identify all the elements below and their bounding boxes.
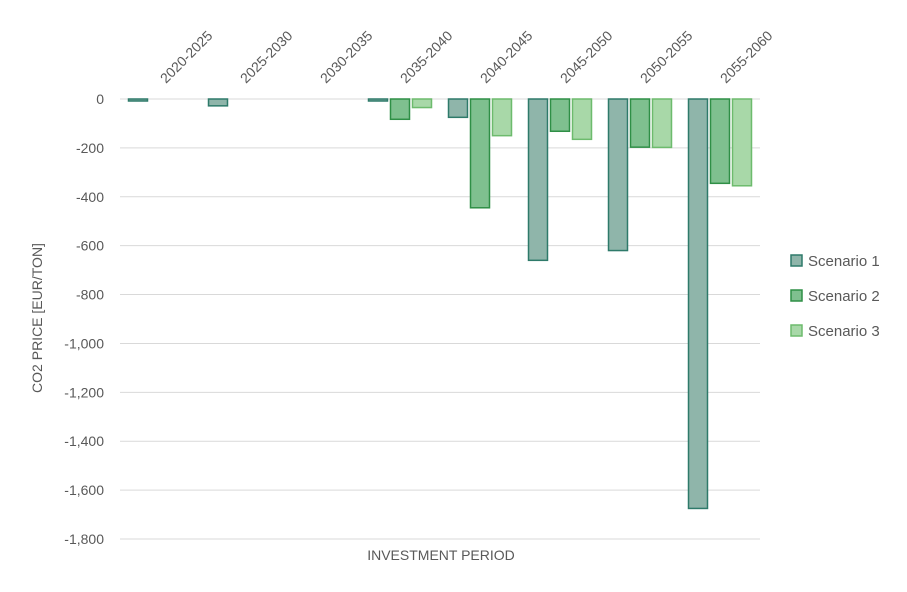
bar-scenario-1 — [367, 98, 389, 102]
y-tick-label: -1,800 — [64, 531, 104, 547]
x-axis-title: INVESTMENT PERIOD — [367, 547, 515, 563]
bar-scenario-3 — [651, 98, 673, 149]
bar-scenario-2 — [389, 98, 411, 121]
x-category-label: 2045-2050 — [557, 27, 616, 86]
legend-swatch — [790, 254, 803, 267]
legend-label: Scenario 2 — [808, 288, 880, 305]
bars — [127, 98, 753, 510]
y-tick-label: -800 — [76, 287, 104, 303]
legend-label: Scenario 1 — [808, 253, 880, 270]
x-category-label: 2020-2025 — [157, 27, 216, 86]
y-tick-label: -400 — [76, 189, 104, 205]
y-axis-title: CO2 PRICE [EUR/TON] — [29, 243, 45, 393]
y-tick-label: -600 — [76, 238, 104, 254]
legend: Scenario 1 Scenario 2 Scenario 3 — [790, 253, 880, 340]
y-tick-label: 0 — [96, 91, 104, 107]
x-category-label: 2055-2060 — [717, 27, 776, 86]
legend-label: Scenario 3 — [808, 323, 880, 340]
bar-scenario-1 — [447, 98, 469, 119]
bar-scenario-3 — [411, 98, 433, 109]
y-tick-label: -1,400 — [64, 433, 104, 449]
y-axis-ticks: 0 -200 -400 -600 -800 -1,000 -1,200 -1,400 -1,60… — [64, 91, 104, 547]
y-tick-label: -200 — [76, 140, 104, 156]
bar-scenario-1 — [687, 98, 709, 510]
bar-scenario-3 — [731, 98, 753, 187]
bar-scenario-2 — [709, 98, 731, 185]
bar-scenario-2 — [629, 98, 651, 148]
x-category-label: 2050-2055 — [637, 27, 696, 86]
x-axis-categories: 2020-2025 2025-2030 2030-2035 2035-2040 2040… — [157, 27, 776, 86]
bar-scenario-1 — [127, 98, 149, 102]
y-tick-label: -1,600 — [64, 482, 104, 498]
bar-scenario-2 — [469, 98, 491, 209]
x-category-label: 2030-2035 — [317, 27, 376, 86]
x-category-label: 2025-2030 — [237, 27, 296, 86]
bar-scenario-1 — [207, 98, 229, 107]
gridlines — [120, 98, 760, 540]
x-category-label: 2035-2040 — [397, 27, 456, 86]
legend-swatch — [790, 289, 803, 302]
bar-scenario-3 — [571, 98, 593, 141]
y-tick-label: -1,000 — [64, 335, 104, 351]
legend-swatch — [790, 324, 803, 337]
bar-scenario-3 — [491, 98, 513, 137]
y-tick-label: -1,200 — [64, 384, 104, 400]
bar-scenario-2 — [549, 98, 571, 133]
bar-scenario-1 — [527, 98, 549, 262]
x-category-label: 2040-2045 — [477, 27, 536, 86]
bar-scenario-1 — [607, 98, 629, 252]
